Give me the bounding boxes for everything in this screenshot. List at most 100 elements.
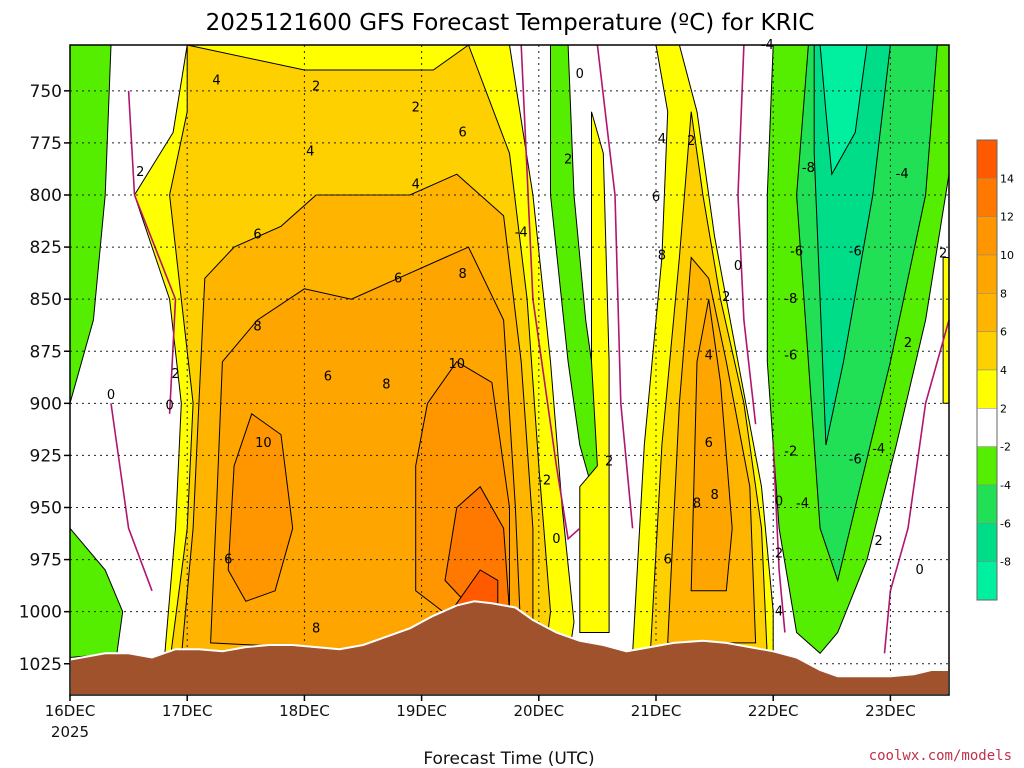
y-axis: 750 775 800 825 850 875 900 925 950 975 1000 1025: [19, 82, 70, 675]
colorbar-label: 4: [1000, 364, 1007, 377]
contour-label: 2: [722, 290, 730, 305]
contour-label: 2: [904, 336, 912, 351]
x-axis: 16DEC 17DEC 18DEC 19DEC 20DEC 21DEC 22DEC 23DEC…: [45, 695, 916, 741]
y-tick-label: 1025: [19, 655, 62, 675]
colorbar-swatch: [976, 216, 998, 256]
contour-label: 4: [658, 132, 666, 147]
contour-label: 2: [605, 455, 613, 470]
zero-isotherm-2: [520, 44, 581, 541]
y-tick-label: 950: [30, 499, 62, 519]
contour-label: 8: [253, 319, 261, 334]
contour-label: -2: [538, 473, 551, 488]
x-tick-label: 20DEC: [514, 702, 565, 720]
contour-label: 6: [224, 553, 232, 568]
colorbar-label: 12: [1000, 211, 1014, 224]
colorbar-swatch: [976, 331, 998, 371]
contour-label: 2: [412, 101, 420, 116]
y-tick-label: 850: [30, 290, 62, 310]
chart-title: 2025121600 GFS Forecast Temperature (ºC)…: [206, 10, 815, 36]
contour-label: 2: [171, 367, 179, 382]
x-tick-label: 16DEC: [45, 702, 96, 720]
contour-label: 2: [875, 534, 883, 549]
colorbar-label: -6: [1000, 517, 1011, 530]
contour-label: 10: [255, 436, 272, 451]
contour-label: 8: [658, 248, 666, 263]
contour-label: 2: [775, 546, 783, 561]
temp-band-9: [579, 111, 610, 633]
colorbar-label: -2: [1000, 441, 1011, 454]
x-tick-label: 19DEC: [396, 702, 447, 720]
contour-label: 0: [576, 67, 584, 82]
colorbar-swatch: [976, 178, 998, 217]
contour-label: 8: [458, 267, 466, 282]
colorbar-label: -4: [1000, 479, 1011, 492]
contour-label: -6: [784, 348, 797, 363]
y-tick-label: 825: [30, 238, 62, 258]
contour-label: 8: [693, 496, 701, 511]
y-tick-label: 975: [30, 551, 62, 571]
contour-label: -6: [849, 453, 862, 468]
contour-label: 8: [312, 621, 320, 636]
zero-isotherm-5: [772, 444, 786, 633]
contour-label: 6: [705, 436, 713, 451]
colorbar-label: 2: [1000, 402, 1007, 415]
credit-text: coolwx.com/models: [869, 748, 1012, 764]
plot-frame: [69, 44, 950, 696]
colorbar-swatch: [976, 369, 998, 409]
contour-label: -6: [849, 244, 862, 259]
x-tick-label: 23DEC: [865, 702, 916, 720]
colorbar-swatch: [976, 293, 998, 332]
y-tick-label: 775: [30, 134, 62, 154]
colorbar-label: 8: [1000, 287, 1007, 300]
colorbar-swatch: [976, 484, 998, 524]
contour-label: 6: [394, 271, 402, 286]
contour-label: 6: [652, 190, 660, 205]
contour-label: 6: [324, 369, 332, 384]
contour-label: 2: [312, 80, 320, 95]
zero-isotherm-4: [737, 44, 757, 425]
x-tick-label: 21DEC: [631, 702, 682, 720]
temp-band-13: [690, 299, 733, 592]
contour-label: 0: [552, 532, 560, 547]
contour-label: 2: [136, 165, 144, 180]
contour-label: 6: [253, 228, 261, 243]
x-tick-label: 18DEC: [279, 702, 330, 720]
zero-isotherm-0: [110, 403, 153, 592]
contour-label: -4: [796, 496, 809, 511]
contour-label: 6: [664, 553, 672, 568]
contour-label: 4: [212, 73, 220, 88]
x-axis-title: Forecast Time (UTC): [423, 749, 594, 768]
contour-label: 4: [412, 178, 420, 193]
temp-band-4: [227, 413, 294, 602]
terrain: [69, 600, 950, 696]
colorbar-swatch: [976, 254, 998, 294]
contour-label: 6: [458, 126, 466, 141]
y-tick-label: 800: [30, 186, 62, 206]
colorbar-frame: [976, 139, 998, 601]
contour-label: 8: [382, 378, 390, 393]
colorbar-swatch: [976, 139, 998, 179]
zero-isotherm-6: [883, 319, 950, 654]
y-tick-label: 1000: [19, 603, 62, 623]
x-tick-label: 17DEC: [162, 702, 213, 720]
contour-label: 0: [775, 494, 783, 509]
x-tick-label: 22DEC: [748, 702, 799, 720]
contour-label: -4: [896, 167, 909, 182]
y-tick-label: 875: [30, 342, 62, 362]
contour-label: 2: [687, 134, 695, 149]
colorbar-label: -8: [1000, 556, 1011, 569]
contour-label: 0: [916, 563, 924, 578]
contour-label: 4: [705, 348, 713, 363]
contour-label: -6: [790, 244, 803, 259]
x-year-label: 2025: [51, 723, 89, 741]
colorbar-swatch: [976, 446, 998, 486]
contour-label: 8: [710, 488, 718, 503]
contour-label: -8: [802, 161, 815, 176]
contour-label: 2: [939, 246, 947, 261]
y-tick-label: 750: [30, 82, 62, 102]
contour-label: -4: [515, 226, 528, 241]
contour-label: -4: [872, 442, 885, 457]
contour-label: 4: [306, 144, 314, 159]
